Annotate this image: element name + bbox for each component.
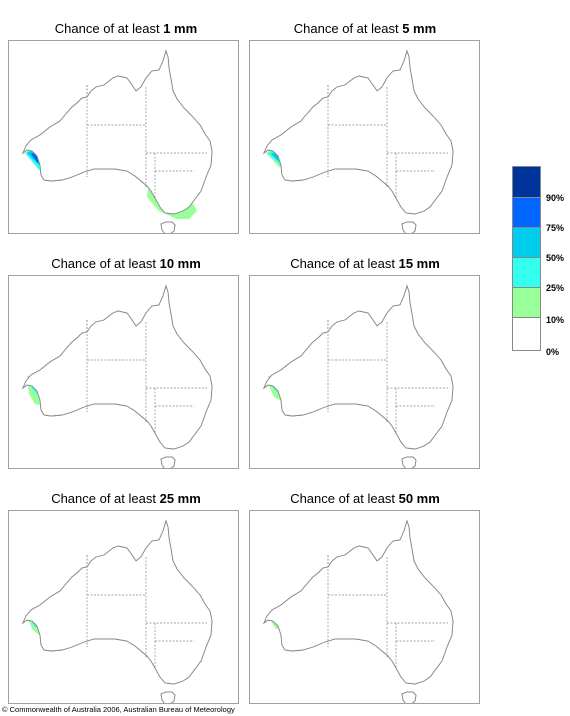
legend-swatch-25: [512, 257, 541, 288]
legend-label-0: 0%: [546, 347, 560, 357]
legend-label-25: 25%: [546, 283, 565, 293]
panel-title-25mm: Chance of at least 25 mm: [6, 491, 246, 507]
map-panel-1mm: [8, 40, 239, 234]
panel-title-prefix: Chance of at least: [293, 21, 399, 36]
map-panel-50mm: [249, 510, 480, 704]
panel-title-50mm: Chance of at least 50 mm: [245, 491, 485, 507]
panel-title-amount: 25 mm: [159, 491, 201, 506]
panel-title-prefix: Chance of at least: [51, 256, 156, 271]
panel-title-1mm: Chance of at least 1 mm: [6, 21, 246, 37]
legend-swatch-10: [512, 287, 541, 318]
legend-label-10: 10%: [546, 315, 565, 325]
panel-title-10mm: Chance of at least 10 mm: [6, 256, 246, 272]
legend-swatch-50: [512, 227, 541, 258]
panel-title-amount: 1 mm: [163, 21, 198, 36]
panel-title-5mm: Chance of at least 5 mm: [245, 21, 485, 37]
map-panel-25mm: [8, 510, 239, 704]
legend-swatch-90: [512, 166, 541, 198]
australia-map: [22, 285, 213, 468]
legend-label-75: 75%: [546, 223, 565, 233]
australia-map: [263, 520, 454, 703]
panel-title-amount: 10 mm: [159, 256, 201, 271]
panel-title-prefix: Chance of at least: [290, 256, 395, 271]
australia-map: [22, 520, 213, 703]
panel-title-prefix: Chance of at least: [290, 491, 395, 506]
map-panel-5mm: [249, 40, 480, 234]
panel-title-15mm: Chance of at least 15 mm: [245, 256, 485, 272]
panel-title-amount: 50 mm: [398, 491, 440, 506]
panel-title-amount: 5 mm: [402, 21, 437, 36]
legend-label-90: 90%: [546, 193, 565, 203]
copyright-notice: © Commonwealth of Australia 2006, Austra…: [2, 705, 235, 714]
panel-title-prefix: Chance of at least: [51, 491, 156, 506]
legend-label-50: 50%: [546, 253, 565, 263]
panel-title-prefix: Chance of at least: [54, 21, 160, 36]
map-panel-15mm: [249, 275, 480, 469]
legend-swatch-0: [512, 317, 541, 351]
australia-map: [263, 50, 454, 233]
legend-swatch-75: [512, 197, 541, 228]
panel-title-amount: 15 mm: [398, 256, 440, 271]
australia-map: [263, 285, 454, 468]
map-panel-10mm: [8, 275, 239, 469]
australia-map: [22, 50, 213, 233]
